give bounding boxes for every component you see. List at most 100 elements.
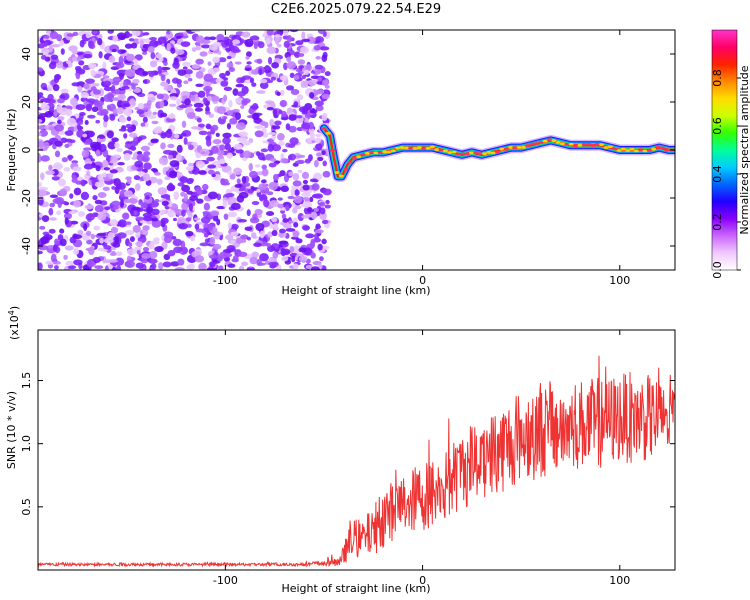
noise-blob bbox=[181, 209, 186, 217]
noise-blob bbox=[195, 45, 202, 51]
noise-blob bbox=[295, 115, 303, 119]
x-tick-label: 0 bbox=[419, 574, 426, 587]
noise-blob bbox=[253, 242, 262, 248]
heatmap-marks bbox=[38, 30, 675, 270]
noise-blob bbox=[182, 91, 191, 96]
noise-blob bbox=[38, 262, 43, 270]
noise-blob bbox=[266, 191, 274, 196]
noise-blob bbox=[64, 217, 69, 225]
noise-blob bbox=[140, 122, 146, 127]
noise-blob bbox=[143, 32, 150, 36]
noise-blob bbox=[206, 156, 215, 162]
noise-blob bbox=[292, 172, 300, 181]
noise-blob bbox=[266, 107, 274, 111]
noise-blob bbox=[123, 107, 133, 117]
noise-blob bbox=[54, 140, 63, 147]
noise-blob bbox=[83, 147, 93, 151]
noise-blob bbox=[53, 260, 61, 265]
noise-blob bbox=[109, 114, 116, 121]
noise-blob bbox=[94, 181, 105, 188]
noise-blob bbox=[132, 65, 139, 70]
noise-blob bbox=[283, 30, 289, 36]
noise-blob bbox=[43, 141, 50, 149]
noise-blob bbox=[152, 111, 158, 115]
noise-blob bbox=[265, 37, 271, 45]
noise-blob bbox=[278, 140, 285, 146]
noise-blob bbox=[71, 177, 78, 183]
noise-blob bbox=[230, 231, 239, 237]
noise-blob bbox=[263, 199, 270, 208]
noise-blob bbox=[165, 129, 173, 139]
noise-blob bbox=[279, 89, 285, 96]
noise-blob bbox=[157, 36, 167, 45]
noise-blob bbox=[59, 39, 65, 47]
noise-blob bbox=[270, 157, 277, 162]
snr-y-ticks: 0.5 1.0 1.5 bbox=[20, 372, 675, 516]
signal-blob bbox=[555, 140, 561, 144]
noise-blob bbox=[49, 202, 56, 208]
noise-blob bbox=[167, 250, 176, 257]
noise-blob bbox=[41, 215, 50, 223]
noise-blob bbox=[186, 209, 191, 216]
noise-blob bbox=[268, 261, 279, 266]
noise-blob bbox=[124, 43, 133, 49]
noise-blob bbox=[123, 190, 133, 198]
snr-y-axis-label: SNR (10 * v/v) bbox=[5, 391, 18, 469]
noise-blob bbox=[166, 42, 171, 51]
noise-blob bbox=[187, 77, 193, 82]
x-tick-label: 100 bbox=[609, 274, 630, 287]
noise-blob bbox=[114, 142, 120, 149]
noise-blob bbox=[241, 99, 248, 106]
noise-blob bbox=[115, 62, 125, 69]
noise-blob bbox=[65, 260, 74, 266]
noise-blob bbox=[118, 116, 127, 123]
noise-blob bbox=[109, 166, 114, 170]
noise-blob bbox=[92, 256, 101, 264]
noise-blob bbox=[65, 108, 73, 117]
signal-blob bbox=[451, 150, 457, 154]
noise-blob bbox=[169, 96, 178, 101]
noise-blob bbox=[50, 253, 57, 263]
noise-blob bbox=[134, 246, 142, 251]
noise-blob bbox=[259, 121, 268, 126]
noise-blob bbox=[229, 117, 238, 125]
noise-blob bbox=[56, 98, 65, 104]
signal-blob bbox=[455, 152, 461, 156]
noise-blob bbox=[279, 100, 287, 108]
noise-blob bbox=[143, 151, 151, 157]
noise-blob bbox=[268, 181, 279, 191]
noise-blob bbox=[114, 88, 121, 95]
noise-blob bbox=[324, 71, 331, 77]
signal-blob bbox=[629, 147, 635, 151]
noise-blob bbox=[302, 184, 310, 191]
noise-blob bbox=[198, 130, 208, 136]
noise-blob bbox=[173, 133, 180, 139]
noise-blob bbox=[220, 181, 231, 186]
noise-blob bbox=[314, 89, 325, 95]
noise-blob bbox=[87, 40, 94, 49]
noise-blob bbox=[285, 228, 296, 232]
noise-blob bbox=[98, 51, 103, 59]
noise-blob bbox=[216, 106, 227, 115]
noise-blob bbox=[304, 158, 311, 164]
noise-blob bbox=[186, 178, 194, 185]
noise-blob bbox=[124, 229, 135, 235]
noise-blob bbox=[309, 109, 318, 114]
noise-blob bbox=[277, 203, 284, 209]
x-tick-label: -100 bbox=[213, 574, 238, 587]
noise-blob bbox=[45, 260, 55, 265]
noise-blob bbox=[81, 149, 90, 158]
noise-blob bbox=[301, 74, 306, 80]
noise-blob bbox=[291, 236, 299, 240]
noise-blob bbox=[72, 234, 83, 240]
noise-blob bbox=[134, 160, 144, 168]
noise-blob bbox=[69, 193, 74, 199]
noise-blob bbox=[315, 105, 324, 112]
snr-panel: -100 0 100 0.5 1.0 1.5 Height of straight li… bbox=[5, 306, 676, 595]
noise-blob bbox=[180, 191, 186, 197]
noise-blob bbox=[185, 230, 194, 237]
noise-blob bbox=[48, 207, 54, 216]
noise-blob bbox=[38, 112, 49, 118]
noise-blob bbox=[292, 180, 302, 187]
noise-blob bbox=[297, 94, 304, 101]
